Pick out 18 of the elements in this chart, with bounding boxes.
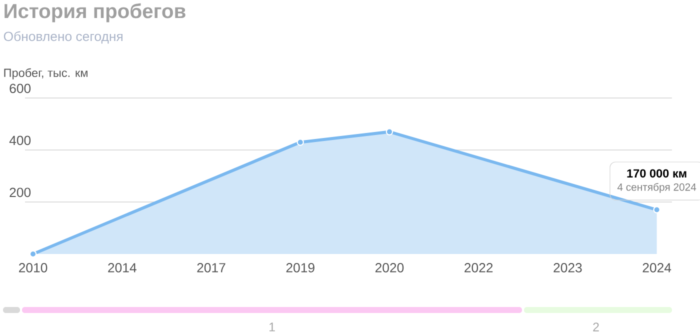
x-tick-label: 2010 <box>19 263 48 272</box>
x-tick-label: 2024 <box>642 263 672 272</box>
text: 1 <box>269 322 275 332</box>
chart-subtitle: Обновлено сегодня <box>4 31 122 44</box>
annotation: 170 000 км <box>627 169 686 178</box>
x-tick-label: 2019 <box>286 263 314 272</box>
text: 2 <box>593 322 599 332</box>
x-tick-label: 2017 <box>197 263 226 272</box>
y-axis-title: Пробег, тыс. км <box>4 68 88 80</box>
annotation: 4 сентября 2024 <box>617 183 696 193</box>
x-tick-label: 2014 <box>108 263 136 272</box>
y-tick-label: 600 <box>10 84 31 94</box>
x-tick-label: 2022 <box>464 263 493 272</box>
y-tick-label: 400 <box>9 136 31 146</box>
y-tick-label: 200 <box>10 188 31 198</box>
x-tick-label: 2023 <box>554 263 582 272</box>
chart-title: История пробегов <box>4 3 186 22</box>
x-tick-label: 2020 <box>375 263 404 272</box>
